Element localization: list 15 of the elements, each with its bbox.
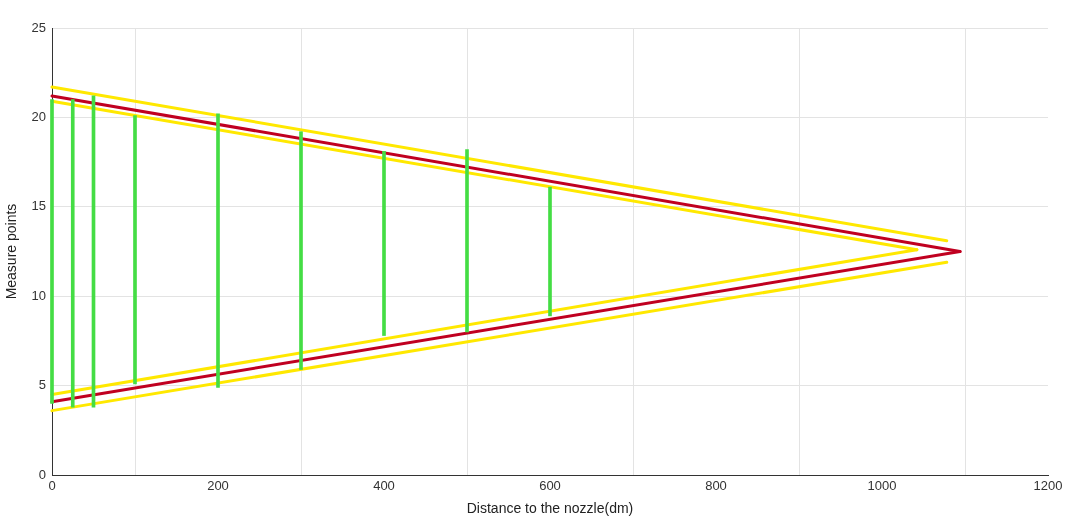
y-tick-label: 10 [31, 287, 46, 303]
y-tick-label: 0 [38, 466, 46, 482]
x-tick-label: 600 [539, 478, 561, 494]
y-tick-label: 20 [31, 108, 46, 124]
x-tick-label: 1200 [1033, 478, 1063, 494]
x-tick-label: 0 [48, 478, 56, 494]
y-tick-label: 15 [31, 198, 46, 214]
x-tick-label: 200 [207, 478, 229, 494]
x-tick-label: 800 [705, 478, 727, 494]
y-tick-label: 25 [31, 19, 46, 35]
x-tick-label: 400 [373, 478, 395, 494]
x-axis-title: Distance to the nozzle(dm) [466, 500, 634, 517]
x-tick-label: 1000 [867, 478, 897, 494]
y-axis-title: Measure points [3, 203, 20, 300]
y-tick-label: 5 [38, 377, 46, 393]
